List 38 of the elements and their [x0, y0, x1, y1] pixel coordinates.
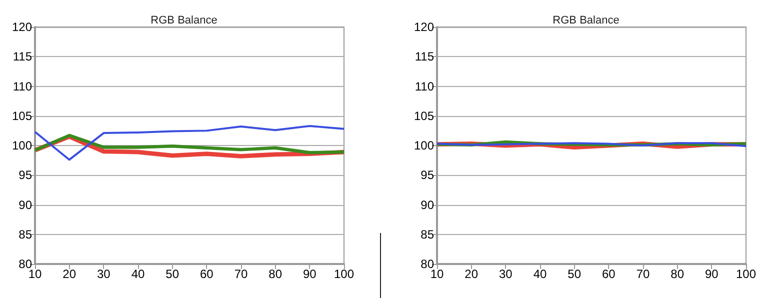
- line-series: [34, 124, 345, 161]
- chart-title: RGB Balance: [150, 14, 218, 26]
- x-tick-label: 70: [234, 267, 248, 281]
- y-tick-label: 120: [12, 20, 32, 34]
- x-tick-label: 30: [498, 267, 513, 281]
- y-tick-label: 120: [414, 20, 434, 34]
- y-tick-label: 105: [414, 108, 434, 123]
- y-tick-label: 115: [12, 50, 32, 64]
- chart-title: RGB Balance: [552, 14, 620, 26]
- y-tick-label: 110: [414, 79, 434, 94]
- x-tick-label: 50: [568, 267, 582, 281]
- x-tick-label: 30: [96, 267, 111, 281]
- y-tick-label: 110: [12, 79, 32, 94]
- x-tick-label: 100: [334, 267, 354, 281]
- x-tick-label: 20: [62, 267, 76, 281]
- x-tick-label: 80: [670, 267, 684, 281]
- x-tick-label: 40: [131, 267, 145, 281]
- x-tick-label: 90: [302, 267, 317, 281]
- x-tick-label: 20: [464, 267, 478, 281]
- x-tick-label: 50: [166, 267, 180, 281]
- x-tick-label: 80: [268, 267, 282, 281]
- y-tick-label: 95: [18, 168, 32, 182]
- y-tick-label: 90: [420, 198, 434, 212]
- x-tick-label: 90: [704, 267, 719, 281]
- y-tick-label: 105: [12, 108, 32, 123]
- y-tick-label: 90: [18, 198, 32, 212]
- y-tick-label: 85: [420, 227, 434, 242]
- y-tick-label: 85: [18, 227, 32, 242]
- y-tick-label: 100: [414, 138, 434, 152]
- line-series: [33, 134, 346, 154]
- y-tick-label: 115: [414, 50, 434, 64]
- x-tick-label: 60: [200, 267, 214, 281]
- x-tick-label: 40: [533, 267, 547, 281]
- x-tick-label: 70: [636, 267, 650, 281]
- y-tick-label: 100: [12, 138, 32, 152]
- x-tick-label: 100: [736, 267, 756, 281]
- x-tick-label: 60: [602, 267, 616, 281]
- y-tick-label: 95: [420, 168, 434, 182]
